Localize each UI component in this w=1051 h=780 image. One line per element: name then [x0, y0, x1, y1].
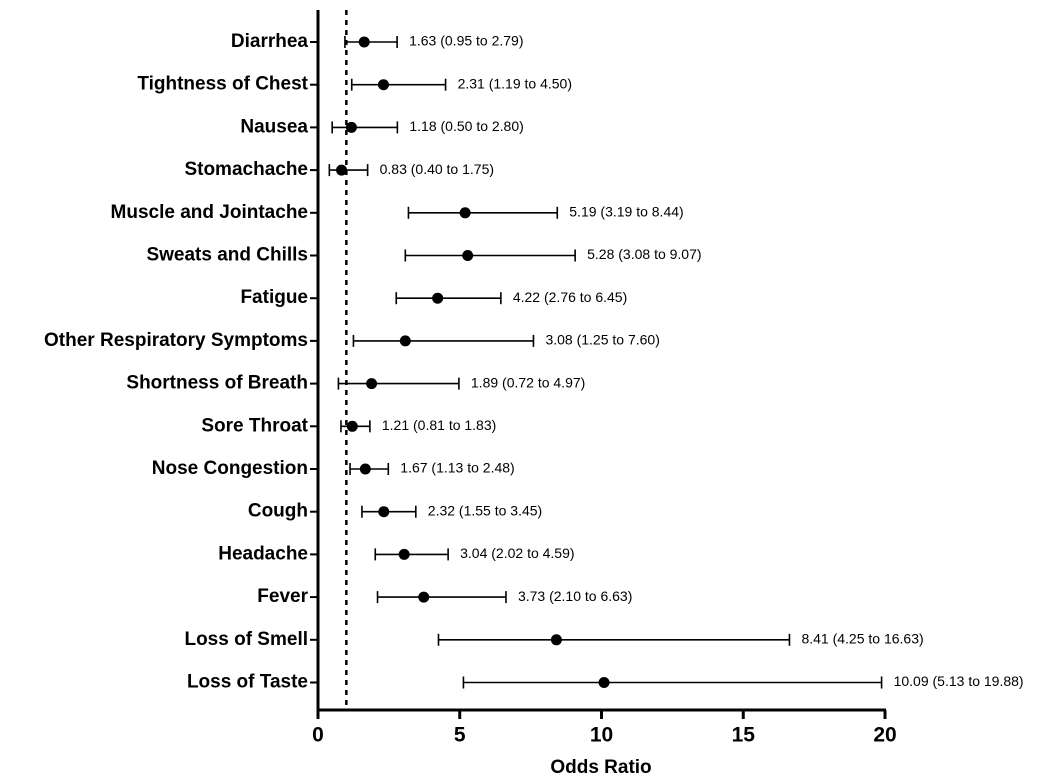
point [336, 164, 348, 176]
y-tick-label: Fatigue [240, 287, 308, 308]
x-tick-label: 15 [732, 724, 756, 747]
y-tick-label: Cough [248, 501, 308, 522]
value-label: 0.83 (0.40 to 1.75) [380, 161, 494, 177]
y-tick-label: Headache [218, 543, 308, 564]
point [399, 335, 411, 347]
value-label: 3.08 (1.25 to 7.60) [545, 332, 659, 348]
value-label: 3.04 (2.02 to 4.59) [460, 545, 574, 561]
y-tick-label: Nose Congestion [152, 458, 308, 479]
point [398, 548, 410, 560]
y-tick-label: Other Respiratory Symptoms [44, 330, 308, 351]
x-tick-label: 20 [873, 724, 896, 747]
y-tick-label: Muscle and Jointache [111, 202, 308, 223]
point [432, 292, 444, 304]
value-label: 1.18 (0.50 to 2.80) [409, 118, 523, 134]
value-label: 1.63 (0.95 to 2.79) [409, 33, 523, 49]
point [598, 677, 610, 688]
value-label: 3.73 (2.10 to 6.63) [518, 588, 632, 604]
value-label: 5.19 (3.19 to 8.44) [569, 204, 683, 220]
point [462, 250, 474, 261]
point [359, 463, 371, 475]
value-label: 2.31 (1.19 to 4.50) [458, 75, 572, 91]
point [345, 121, 357, 133]
value-label: 1.67 (1.13 to 2.48) [400, 460, 514, 476]
value-label: 2.32 (1.55 to 3.45) [428, 502, 542, 518]
point [378, 506, 390, 518]
point [418, 591, 430, 603]
value-label: 1.21 (0.81 to 1.83) [382, 417, 496, 433]
value-label: 1.89 (0.72 to 4.97) [471, 374, 585, 390]
y-tick-label: Diarrhea [231, 31, 309, 52]
point [550, 634, 562, 646]
y-tick-label: Fever [257, 586, 308, 607]
y-tick-label: Sore Throat [201, 415, 308, 436]
value-label: 10.09 (5.13 to 19.88) [894, 673, 1024, 689]
point [346, 420, 358, 432]
x-axis-label: Odds Ratio [550, 757, 651, 778]
y-tick-label: Nausea [240, 116, 308, 137]
y-tick-label: Tightness of Chest [137, 74, 308, 95]
x-tick-label: 5 [454, 724, 466, 747]
y-tick-label: Loss of Smell [184, 629, 308, 650]
point [377, 79, 389, 91]
y-tick-label: Stomachache [184, 159, 308, 180]
x-tick-label: 10 [590, 724, 613, 747]
value-label: 4.22 (2.76 to 6.45) [513, 289, 627, 305]
point [459, 207, 471, 219]
value-label: 5.28 (3.08 to 9.07) [587, 246, 701, 262]
y-tick-label: Sweats and Chills [146, 245, 308, 266]
point [366, 378, 378, 390]
point [358, 36, 370, 48]
x-tick-label: 0 [312, 724, 324, 747]
y-tick-label: Loss of Taste [187, 672, 308, 693]
y-tick-label: Shortness of Breath [126, 373, 308, 394]
value-label: 8.41 (4.25 to 16.63) [801, 631, 923, 647]
